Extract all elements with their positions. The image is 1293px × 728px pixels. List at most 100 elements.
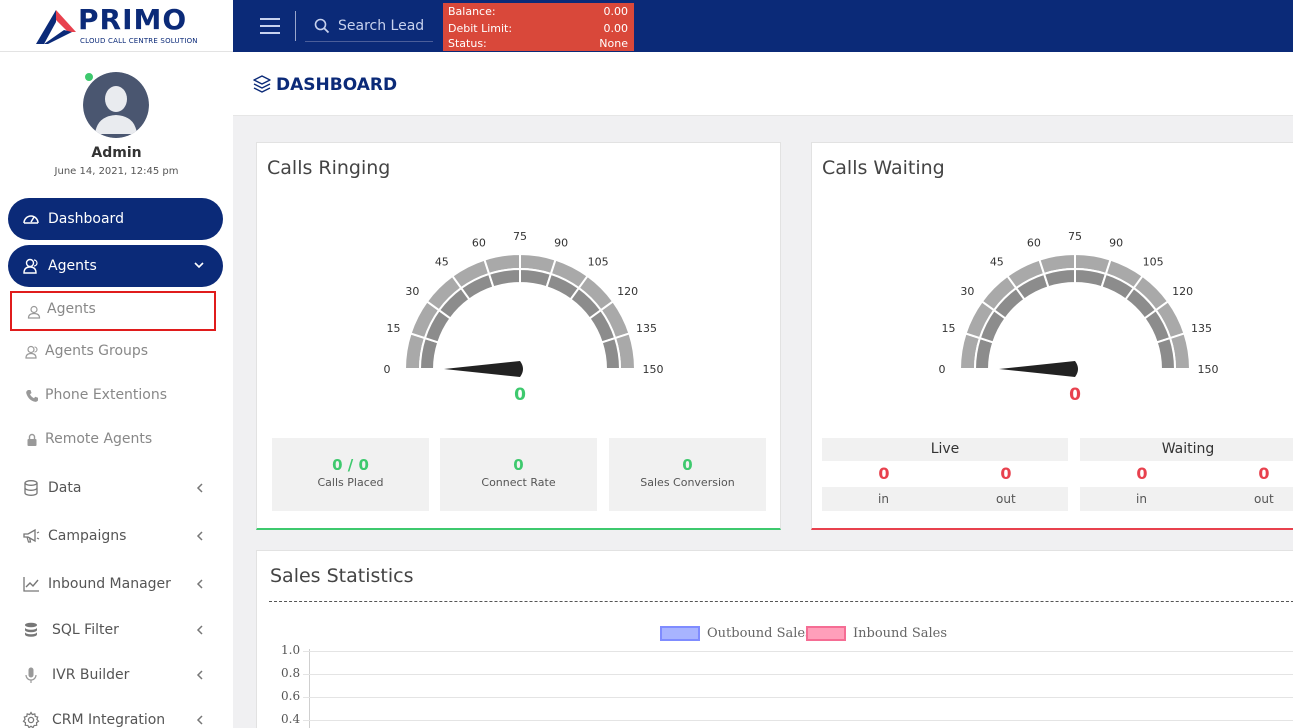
waiting-header: Waiting [1080, 438, 1293, 461]
status-label: Status: [448, 37, 487, 50]
gauge-needle [999, 361, 1078, 377]
divider [295, 11, 296, 41]
user-name: Admin [91, 145, 142, 161]
balance-row: Balance: 0.00 [448, 5, 628, 20]
users-icon [23, 258, 38, 274]
user-icon [27, 305, 41, 319]
legend-inbound-label: Inbound Sales [853, 626, 948, 641]
line-chart-icon [23, 577, 39, 592]
gauge-segment [418, 336, 440, 370]
sidebar-item-label: SQL Filter [52, 622, 119, 638]
sidebar-item-campaigns[interactable]: Campaigns [8, 516, 223, 556]
sidebar-subitem-label: Remote Agents [45, 431, 153, 447]
legend-outbound-label: Outbound Sales [707, 626, 812, 641]
live-header: Live [822, 438, 1068, 461]
search-icon [314, 18, 330, 34]
logo-tagline: CLOUD CALL CENTRE SOLUTION [80, 37, 198, 45]
gauge-tick-label: 150 [643, 363, 664, 376]
chevron-left-icon [196, 483, 203, 493]
y-tick-label: 0.8 [281, 666, 301, 680]
sidebar-item-agents[interactable]: Agents [8, 245, 223, 287]
database-icon [25, 622, 37, 637]
gauge-tick-label: 120 [1172, 285, 1193, 298]
sidebar-subitem-label: Agents [47, 301, 96, 317]
stat-caption: Calls Placed [317, 476, 384, 489]
live-out-label: out [996, 492, 1016, 506]
chevron-down-icon [194, 262, 204, 269]
gauge-tick-label: 60 [1027, 237, 1041, 250]
gridline [303, 674, 1293, 675]
live-in-label: in [878, 492, 889, 506]
online-status-dot [84, 72, 94, 82]
chevron-left-icon [196, 715, 203, 725]
debit-limit-label: Debit Limit: [448, 22, 513, 35]
sidebar-item-sql-filter[interactable]: SQL Filter [8, 610, 223, 650]
menu-toggle-icon[interactable] [260, 18, 280, 34]
debit-limit-value: 0.00 [603, 22, 629, 35]
sidebar-item-label: Dashboard [48, 211, 124, 227]
sidebar-item-ivr-builder[interactable]: IVR Builder [8, 655, 223, 695]
live-labels: in out [822, 487, 1068, 511]
sidebar-subitem-label: Agents Groups [45, 343, 149, 359]
sidebar-subitem-agents-groups[interactable]: Agents Groups [10, 333, 216, 373]
sidebar-item-data[interactable]: Data [8, 468, 223, 508]
waiting-labels: in out [1080, 487, 1293, 511]
sidebar-item-label: Inbound Manager [48, 576, 171, 592]
waiting-in-value: 0 [1136, 464, 1148, 483]
users-icon [25, 345, 38, 359]
gauge-tick-label: 0 [939, 363, 946, 376]
gauge-segment [487, 267, 521, 289]
card-title: Calls Waiting [822, 157, 945, 179]
gauge-tick-label: 90 [554, 237, 568, 250]
gridline [303, 720, 1293, 721]
gauge-segment [1074, 267, 1108, 289]
stat-caption: Sales Conversion [640, 476, 735, 489]
chevron-left-icon [196, 579, 203, 589]
lock-icon [27, 433, 37, 446]
legend-outbound-swatch[interactable] [660, 626, 700, 641]
speedometer-icon [23, 215, 39, 224]
stat-calls-placed: 0 / 0 Calls Placed [272, 438, 429, 511]
gauge-segment [1155, 336, 1177, 370]
stat-value: 0 [682, 456, 693, 474]
sidebar-item-inbound-manager[interactable]: Inbound Manager [8, 564, 223, 604]
sidebar-subitem-agents[interactable]: Agents [10, 291, 216, 331]
waiting-in-label: in [1136, 492, 1147, 506]
avatar[interactable] [83, 72, 149, 138]
logo[interactable]: PRIMO CLOUD CALL CENTRE SOLUTION [0, 0, 233, 52]
gauge-tick-label: 60 [472, 237, 486, 250]
gauge-needle [444, 361, 523, 377]
sidebar-item-label: Campaigns [48, 528, 127, 544]
sales-statistics-card: Sales Statistics Outbound Sales Inbound … [256, 550, 1293, 728]
legend-inbound-swatch[interactable] [806, 626, 846, 641]
page-header: DASHBOARD [233, 52, 1293, 116]
gridline [303, 651, 1293, 652]
sidebar-item-dashboard[interactable]: Dashboard [8, 198, 223, 240]
gauge-segment [973, 336, 995, 370]
search-box[interactable] [305, 10, 433, 42]
stat-sales-conversion: 0 Sales Conversion [609, 438, 766, 511]
phone-icon [26, 390, 38, 402]
sidebar-item-crm-integration[interactable]: CRM Integration [8, 700, 223, 728]
stat-connect-rate: 0 Connect Rate [440, 438, 597, 511]
sidebar: Admin June 14, 2021, 12:45 pm Dashboard … [0, 52, 233, 728]
live-out-value: 0 [1000, 464, 1012, 483]
search-input[interactable] [338, 15, 430, 37]
gauge-tick-label: 15 [942, 322, 956, 335]
gauge-tick-label: 30 [960, 285, 974, 298]
gauge-segment [1042, 267, 1076, 289]
gauge-tick-label: 105 [588, 255, 609, 268]
live-in-value: 0 [878, 464, 890, 483]
gauge-tick-label: 90 [1109, 237, 1123, 250]
sidebar-subitem-remote-agents[interactable]: Remote Agents [10, 421, 216, 461]
top-bar: PRIMO CLOUD CALL CENTRE SOLUTION Balance… [0, 0, 1293, 52]
gauge-tick-label: 75 [513, 230, 527, 243]
calls-waiting-card: Calls Waiting 0 15 30 45 60 75 90 105 120 135 150 0… [811, 142, 1293, 530]
balance-value: 0.00 [603, 5, 629, 18]
user-datetime: June 14, 2021, 12:45 pm [54, 166, 179, 177]
gauge-tick-label: 135 [636, 322, 657, 335]
microphone-icon [25, 667, 37, 683]
gauge-tick-label: 0 [384, 363, 391, 376]
sidebar-subitem-phone-extentions[interactable]: Phone Extentions [10, 377, 216, 417]
y-tick-label: 0.4 [281, 712, 301, 726]
